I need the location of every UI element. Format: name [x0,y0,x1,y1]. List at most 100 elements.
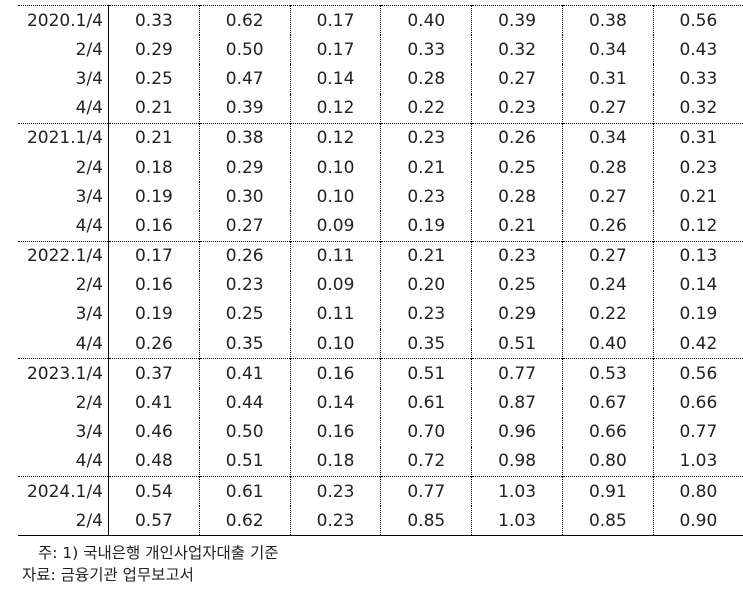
table-cell: 0.26 [198,240,291,271]
table-row: 2022.1/4 0.17 0.26 0.11 0.21 0.23 0.27 0.13 [18,240,743,271]
table-cell: 0.21 [380,240,472,271]
row-label: 2/4 [18,506,109,536]
table-cell: 0.21 [380,152,472,183]
table-cell: 0.39 [471,5,563,36]
table-cell: 0.12 [289,122,381,153]
table-cell: 0.33 [134,10,173,31]
table-cell: 0.40 [380,5,472,36]
table-row: 2/4 0.57 0.62 0.23 0.85 1.03 0.85 0.90 [18,506,743,536]
table-row: 2/4 0.29 0.50 0.17 0.33 0.32 0.34 0.43 [18,35,743,65]
table-cell: 0.44 [198,388,291,418]
table-cell: 0.51 [471,329,563,359]
table-cell: 0.91 [561,476,654,507]
table-cell: 0.20 [380,270,472,300]
table-cell: 0.51 [198,446,291,477]
table-cell: 0.14 [289,64,381,94]
table-cell: 0.85 [380,506,472,536]
table-cell: 0.23 [380,122,472,153]
table-cell: 0.87 [471,388,563,418]
row-label: 4/4 [18,93,109,124]
table-row: 4/4 0.21 0.39 0.12 0.22 0.23 0.27 0.32 [18,93,743,124]
table-cell: 0.37 [108,358,200,389]
table-row: 2023.1/4 0.37 0.41 0.16 0.51 0.77 0.53 0.56 [18,358,743,389]
table-cell: 0.11 [289,299,381,330]
table-cell: 0.27 [561,240,654,271]
table-cell: 0.21 [108,122,200,153]
table-cell: 0.23 [380,299,472,330]
footnote: 주: 1) 국내은행 개인사업자대출 기준 [38,544,279,562]
table-cell: 0.23 [198,270,291,300]
table-row: 4/4 0.26 0.35 0.10 0.35 0.51 0.40 0.42 [18,329,743,359]
table-cell: 0.12 [289,93,381,124]
table-cell: 0.27 [561,182,654,212]
table-cell: 0.40 [561,329,654,359]
table-cell: 0.42 [652,329,743,359]
table-row: 2020.1/4 0.33 0.62 0.17 0.40 0.39 0.38 0.56 [18,5,743,36]
row-label: 2022.1/4 [18,240,109,271]
row-label: 2/4 [18,152,109,183]
table-cell: 0.48 [134,451,173,472]
table-cell: 0.46 [134,422,173,443]
table-cell: 0.27 [561,93,654,124]
row-label: 3/4 [18,299,109,330]
table-cell: 0.96 [471,417,563,447]
table-cell: 1.03 [471,506,563,536]
delinquency-table: 2020.1/4 0.33 0.62 0.17 0.40 0.39 0.38 0.56 2/4 0… [18,5,743,537]
table-cell: 0.21 [471,211,563,241]
table-cell: 0.50 [198,35,291,65]
table-cell: 0.53 [561,358,654,389]
table-cell: 0.30 [198,182,291,212]
row-label: 2023.1/4 [18,358,109,389]
table-cell: 0.85 [561,506,654,536]
table-row: 2021.1/4 0.21 0.38 0.12 0.23 0.26 0.34 0.31 [18,122,743,153]
table-cell: 0.34 [561,122,654,153]
table-cell: 0.35 [198,329,291,359]
table-cell: 0.38 [561,5,654,36]
table-cell: 0.27 [198,211,291,241]
table-cell: 0.28 [380,64,472,94]
row-label: 3/4 [18,417,109,447]
row-label: 4/4 [18,211,109,241]
table-cell: 0.23 [289,506,381,536]
table-row: 3/4 0.46 0.50 0.16 0.70 0.96 0.66 0.77 [18,417,743,447]
table-cell: 0.29 [134,39,173,60]
table-row: 2/4 0.18 0.29 0.10 0.21 0.25 0.28 0.23 [18,152,743,183]
table-cell: 0.26 [471,122,563,153]
table-cell: 0.56 [652,358,743,389]
source-note: 자료: 금융기관 업무보고서 [22,566,194,584]
table-cell: 0.13 [652,240,743,271]
table-cell: 0.80 [652,476,743,507]
table-cell: 0.19 [134,304,173,325]
table-cell: 0.62 [198,5,291,36]
table-cell: 0.23 [471,93,563,124]
row-label: 2/4 [18,35,109,65]
table-cell: 1.03 [652,446,743,477]
table-cell: 0.19 [652,299,743,330]
table-cell: 0.66 [561,417,654,447]
table-cell: 0.90 [652,506,743,536]
table-cell: 0.31 [561,64,654,94]
table-cell: 0.77 [380,476,472,507]
table-cell: 0.10 [289,182,381,212]
table-cell: 0.16 [134,215,173,236]
table-cell: 0.31 [652,122,743,153]
table-cell: 0.25 [198,299,291,330]
table-cell: 0.10 [289,152,381,183]
table-cell: 0.21 [134,98,173,119]
table-cell: 0.14 [652,270,743,300]
table-cell: 0.22 [561,299,654,330]
table-row: 3/4 0.19 0.30 0.10 0.23 0.28 0.27 0.21 [18,182,743,212]
table-cell: 0.51 [380,358,472,389]
row-label: 4/4 [18,446,109,477]
table-cell: 0.17 [289,5,381,36]
table-cell: 0.19 [380,211,472,241]
table-cell: 1.03 [471,476,563,507]
table-cell: 0.28 [471,182,563,212]
table-cell: 0.23 [380,182,472,212]
table-cell: 0.25 [134,68,173,89]
table-cell: 0.19 [134,186,173,207]
table-cell: 0.72 [380,446,472,477]
row-label: 2024.1/4 [18,476,109,507]
table-cell: 0.33 [380,35,472,65]
table-cell: 0.43 [652,35,743,65]
